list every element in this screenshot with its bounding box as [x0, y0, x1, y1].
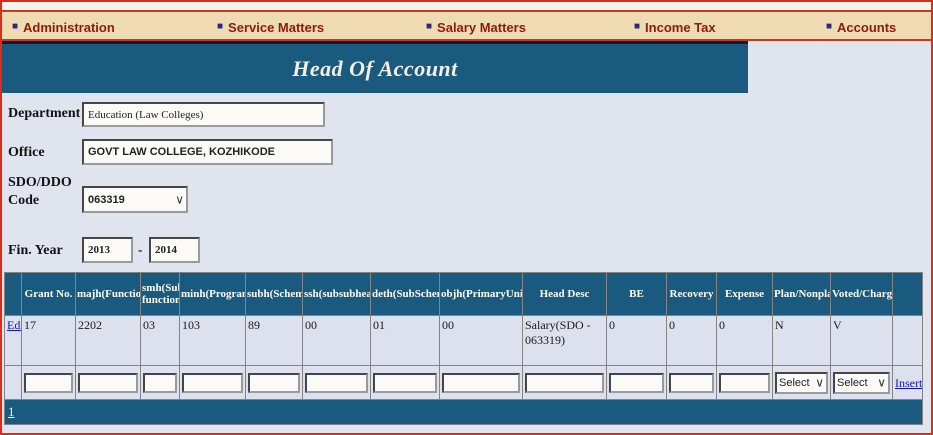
nav-item-label: Accounts [837, 19, 897, 35]
bullet-square-icon: ■ [12, 21, 19, 32]
actions-cell [892, 315, 923, 366]
bullet-square-icon: ■ [826, 21, 833, 32]
top-nav: ■ Administration ■ Service Matters ■ Sal… [2, 10, 931, 41]
office-label: Office [8, 145, 45, 160]
column-header: Voted/Charged [830, 272, 893, 316]
nav-item-salary-matters[interactable]: ■ Salary Matters [426, 17, 526, 37]
expense-cell: 0 [716, 315, 773, 366]
column-header-insert [892, 272, 923, 316]
nav-item-label: Income Tax [645, 19, 716, 35]
recovery-cell: 0 [666, 315, 717, 366]
head-of-account-table: Grant No. majh(Function) smh(Sub functio… [4, 272, 923, 425]
smh-cell: 03 [140, 315, 180, 366]
empty-cell [4, 365, 22, 400]
grant-no-cell: 17 [21, 315, 76, 366]
pager-page-1-link[interactable]: 1 [8, 404, 15, 419]
new-ssh-input[interactable] [305, 372, 368, 393]
nav-item-administration[interactable]: ■ Administration [12, 17, 115, 37]
bullet-square-icon: ■ [426, 21, 433, 32]
insert-row: Select ∨ Select ∨ Insert [4, 365, 923, 400]
bullet-square-icon: ■ [634, 21, 641, 32]
edit-cell: Edit [4, 315, 22, 366]
sdo-ddo-code-select[interactable]: 063319 [82, 186, 188, 213]
pager-row: 1 [4, 399, 923, 425]
column-header: subh(Scheme) [245, 272, 303, 316]
nav-item-service-matters[interactable]: ■ Service Matters [217, 17, 324, 37]
new-grant-no-input[interactable] [24, 372, 73, 393]
plan-nonplan-select-wrap: Select ∨ [775, 371, 828, 394]
top-strip [2, 2, 931, 10]
voted-charged-cell: V [830, 315, 893, 366]
new-objh-input[interactable] [442, 372, 520, 393]
insert-link[interactable]: Insert [895, 375, 923, 390]
page-title-bar: Head Of Account [2, 41, 748, 93]
column-header: majh(Function) [75, 272, 141, 316]
insert-cell: Insert [892, 365, 923, 400]
subh-cell: 89 [245, 315, 303, 366]
column-header: Expense [716, 272, 773, 316]
table-header-row: Grant No. majh(Function) smh(Sub functio… [4, 272, 923, 316]
pager-cell: 1 [4, 399, 923, 425]
page-title: Head Of Account [292, 55, 458, 81]
new-minh-input[interactable] [182, 372, 243, 393]
sdo-ddo-code-label: SDO/DDO Code [8, 175, 72, 208]
new-expense-input[interactable] [719, 372, 770, 393]
column-header: minh(Program) [179, 272, 246, 316]
fin-year-label: Fin. Year [8, 243, 63, 258]
majh-cell: 2202 [75, 315, 141, 366]
column-header: objh(PrimaryUnit) [439, 272, 523, 316]
column-header: BE [606, 272, 667, 316]
objh-cell: 00 [439, 315, 523, 366]
column-header-actions [4, 272, 22, 316]
nav-item-income-tax[interactable]: ■ Income Tax [634, 17, 716, 37]
be-cell: 0 [606, 315, 667, 366]
edit-link[interactable]: Edit [7, 318, 21, 332]
column-header: Grant No. [21, 272, 76, 316]
head-desc-cell: Salary(SDO - 063319) [522, 315, 607, 366]
voted-charged-select-wrap: Select ∨ [833, 371, 890, 394]
column-header: smh(Sub function) [140, 272, 180, 316]
fin-year-from-input[interactable] [82, 237, 133, 263]
fin-year-separator: - [138, 242, 143, 257]
nav-item-label: Service Matters [228, 19, 325, 35]
column-header: Head Desc [522, 272, 607, 316]
department-input[interactable] [82, 102, 325, 127]
new-recovery-input[interactable] [669, 372, 714, 393]
bullet-square-icon: ■ [217, 21, 224, 32]
new-subh-input[interactable] [248, 372, 300, 393]
nav-item-accounts[interactable]: ■ Accounts [826, 17, 896, 37]
department-label: Department [8, 106, 81, 121]
column-header: Plan/Nonplan [772, 272, 831, 316]
new-deth-input[interactable] [373, 372, 437, 393]
sdo-ddo-code-select-wrap: 063319 ∨ [82, 186, 188, 213]
new-head-desc-input[interactable] [525, 372, 604, 393]
nav-item-label: Salary Matters [437, 19, 526, 35]
fin-year-to-input[interactable] [149, 237, 200, 263]
minh-cell: 103 [179, 315, 246, 366]
column-header: Recovery [666, 272, 717, 316]
voted-charged-select[interactable]: Select [833, 371, 890, 394]
new-smh-input[interactable] [143, 372, 177, 393]
new-majh-input[interactable] [78, 372, 138, 393]
table-row: Edit 17 2202 03 103 89 00 01 00 Salary(S… [4, 315, 923, 366]
nav-item-label: Administration [23, 19, 115, 35]
office-input[interactable] [82, 139, 333, 165]
plan-nonplan-select[interactable]: Select [775, 371, 828, 394]
deth-cell: 01 [370, 315, 440, 366]
column-header: ssh(subsubhead) [302, 272, 371, 316]
column-header: deth(SubScheme) [370, 272, 440, 316]
new-be-input[interactable] [609, 372, 664, 393]
plan-nonplan-cell: N [772, 315, 831, 366]
ssh-cell: 00 [302, 315, 371, 366]
